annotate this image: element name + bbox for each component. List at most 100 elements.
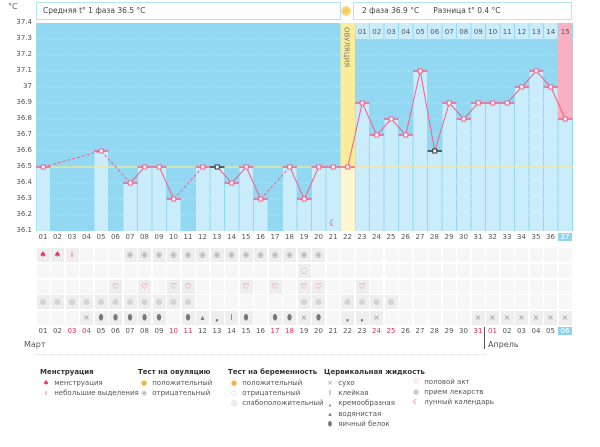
date-label[interactable]: 22 — [343, 327, 352, 335]
date-label[interactable]: 06 — [111, 327, 120, 335]
temperature-point[interactable] — [417, 68, 423, 74]
date-label[interactable]: 29 — [444, 327, 454, 335]
grid-cell-filled: ● — [341, 295, 354, 309]
date-label[interactable]: 20 — [314, 327, 323, 335]
date-label[interactable]: 26 — [401, 327, 410, 335]
ovulation-negative-icon: ◉ — [213, 250, 221, 259]
temperature-point[interactable] — [330, 164, 336, 170]
phase2-day-label: 11 — [503, 28, 512, 36]
temperature-point[interactable] — [359, 100, 365, 106]
date-label[interactable]: 18 — [285, 327, 294, 335]
grid-cell-filled: ◉ — [239, 248, 253, 262]
temperature-point[interactable] — [475, 100, 481, 106]
temperature-point[interactable] — [504, 100, 510, 106]
date-label[interactable]: 31 — [473, 327, 483, 335]
temperature-point[interactable] — [562, 116, 568, 122]
date-label[interactable]: 17 — [270, 327, 280, 335]
temperature-point[interactable] — [316, 164, 322, 170]
date-label[interactable]: 04 — [82, 327, 91, 335]
legend-item: менструация — [54, 379, 103, 387]
date-label[interactable]: 11 — [183, 327, 193, 335]
temperature-point[interactable] — [519, 84, 525, 90]
date-label[interactable]: 19 — [299, 327, 309, 335]
grid-cell — [486, 295, 499, 309]
date-label[interactable]: 05 — [96, 327, 106, 335]
date-label[interactable]: 07 — [125, 327, 135, 335]
temperature-point[interactable] — [98, 148, 104, 154]
date-label[interactable]: 24 — [372, 327, 381, 335]
temperature-point[interactable] — [345, 164, 351, 170]
legend-item: отрицательный — [152, 389, 211, 397]
date-label[interactable]: 02 — [502, 327, 512, 335]
legend-item: отрицательный — [242, 389, 301, 397]
temperature-point[interactable] — [301, 196, 307, 202]
temperature-point[interactable] — [142, 164, 148, 170]
grid-cell — [94, 264, 108, 278]
temperature-point[interactable] — [287, 164, 293, 170]
date-label[interactable]: 27 — [415, 327, 425, 335]
temperature-point[interactable] — [156, 164, 162, 170]
grid-cell — [428, 295, 441, 309]
temperature-segment — [100, 150, 131, 184]
date-label[interactable]: 30 — [459, 327, 468, 335]
day-number: 36 — [546, 233, 555, 241]
date-label[interactable]: 21 — [328, 327, 338, 335]
temperature-point[interactable] — [171, 196, 177, 202]
temperature-point[interactable] — [403, 132, 409, 138]
egg-white-icon: ⬮ — [156, 313, 162, 322]
temperature-point[interactable] — [533, 68, 539, 74]
date-label[interactable]: 14 — [227, 327, 236, 335]
temperature-point[interactable] — [374, 132, 380, 138]
pill-icon: ● — [112, 297, 119, 306]
date-label[interactable]: 16 — [256, 327, 265, 335]
grid-cell — [486, 264, 499, 278]
ovulation-bar — [340, 167, 355, 231]
grid-cell-filled: ● — [355, 295, 369, 309]
date-label[interactable]: 08 — [140, 327, 149, 335]
temperature-point[interactable] — [229, 180, 235, 186]
temperature-point[interactable] — [490, 100, 496, 106]
grid-cell — [457, 248, 470, 262]
temperature-point[interactable] — [446, 100, 452, 106]
date-label[interactable]: 13 — [212, 327, 222, 335]
date-label[interactable]: 03 — [67, 327, 77, 335]
phase2-day-cell — [544, 23, 558, 39]
pill-icon: ● — [184, 297, 192, 306]
temperature-point[interactable] — [214, 164, 220, 170]
grid-cell — [442, 311, 456, 325]
y-tick-label: 36.5 — [16, 162, 32, 170]
pregnancy-negative-icon: ○ — [230, 389, 238, 397]
temperature-bar — [210, 167, 224, 231]
sticky-icon: I — [328, 389, 332, 397]
date-label[interactable]: 28 — [430, 327, 439, 335]
date-label[interactable]: 10 — [169, 327, 178, 335]
legend-cervical: Цервикальная жидкость × сухо I клейкая ❟… — [324, 368, 425, 431]
date-label[interactable]: 23 — [357, 327, 367, 335]
date-label[interactable]: 01 — [38, 327, 48, 335]
temperature-point[interactable] — [200, 164, 206, 170]
date-label[interactable]: 12 — [198, 327, 207, 335]
temperature-point[interactable] — [127, 180, 133, 186]
date-label[interactable]: 09 — [154, 327, 164, 335]
temperature-point[interactable] — [432, 148, 438, 154]
grid-cell-filled: ♡ — [138, 280, 151, 294]
date-label[interactable]: 02 — [53, 327, 62, 335]
date-label[interactable]: 04 — [531, 327, 541, 335]
date-label[interactable]: 15 — [241, 327, 251, 335]
date-label[interactable]: 01 — [488, 327, 497, 335]
date-label[interactable]: 06 — [558, 327, 572, 335]
date-label[interactable]: 03 — [517, 327, 526, 335]
date-label[interactable]: 25 — [386, 327, 396, 335]
date-label[interactable]: 05 — [546, 327, 555, 335]
temperature-point[interactable] — [258, 196, 264, 202]
temperature-point[interactable] — [548, 84, 554, 90]
temperature-point[interactable] — [243, 164, 249, 170]
legend-ovulation-test: Тест на овуляцию ● положительный ◉ отриц… — [138, 368, 212, 399]
heart-icon: ♡ — [271, 282, 279, 291]
grid-cell — [384, 280, 398, 294]
dry-icon: × — [373, 313, 380, 322]
temperature-point[interactable] — [388, 116, 394, 122]
grid-cell — [167, 311, 180, 325]
temperature-point[interactable] — [40, 164, 46, 170]
temperature-point[interactable] — [461, 116, 467, 122]
